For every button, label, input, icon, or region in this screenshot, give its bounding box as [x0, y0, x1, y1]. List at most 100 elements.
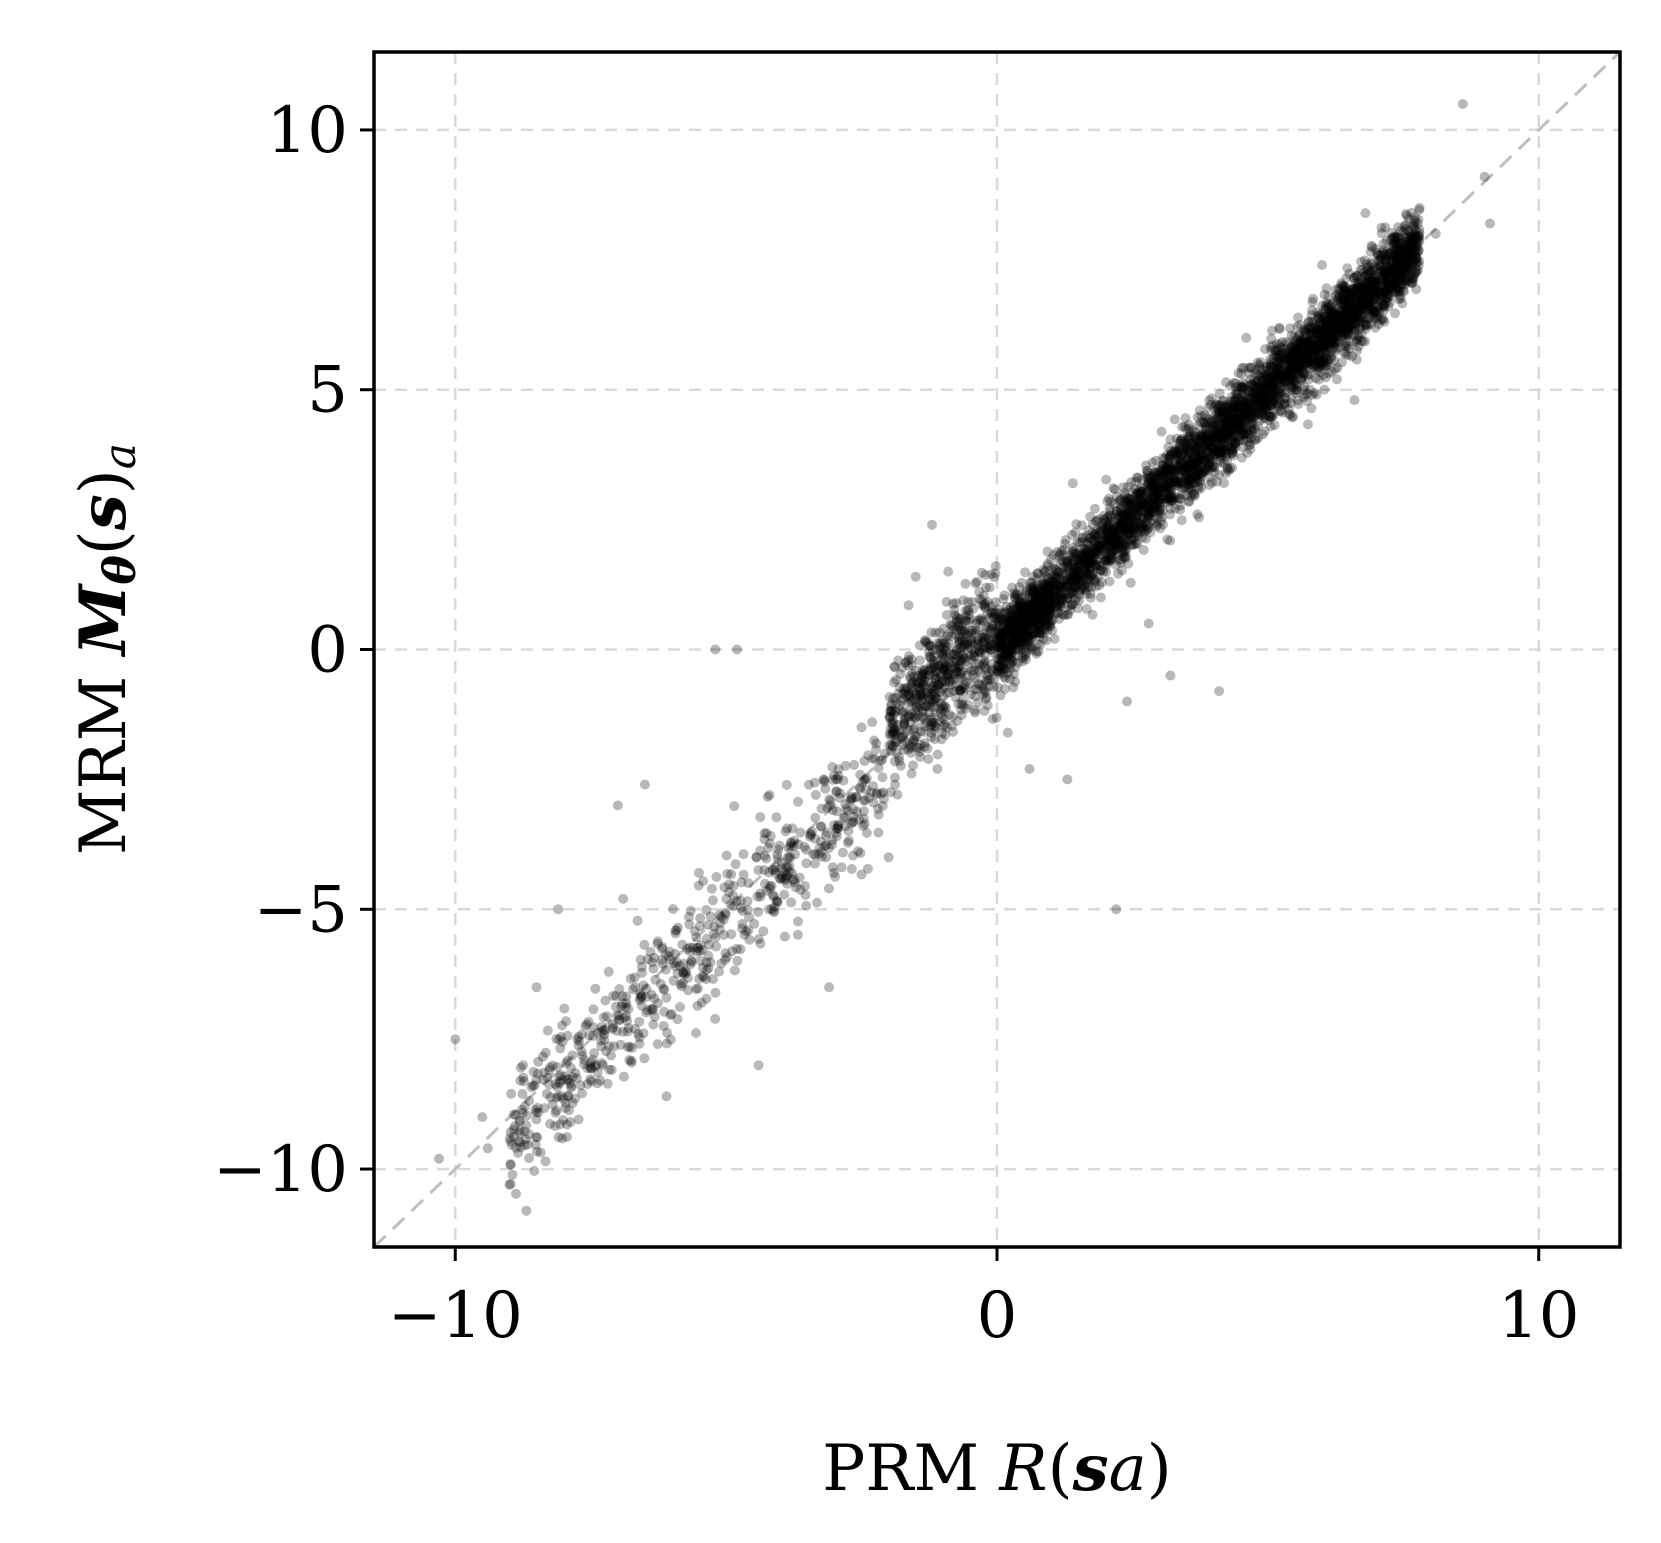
scatter-point: [963, 616, 973, 627]
scatter-point: [984, 582, 995, 593]
scatter-point: [1074, 558, 1084, 568]
scatter-point: [1371, 287, 1382, 298]
scatter-point: [653, 998, 663, 1009]
scatter-point: [1279, 398, 1290, 409]
scatter-point: [993, 661, 1004, 672]
scatter-point: [1312, 359, 1322, 369]
scatter-point: [905, 671, 915, 681]
scatter-point: [788, 841, 799, 851]
scatter-point: [1336, 357, 1347, 368]
scatter-point: [553, 1091, 564, 1102]
scatter-point: [1330, 314, 1341, 325]
scatter-point: [1305, 328, 1316, 339]
scatter-point: [1382, 268, 1393, 278]
scatter-point: [1332, 374, 1342, 385]
scatter-point: [1005, 616, 1016, 627]
scatter-point: [782, 852, 793, 863]
scatter-point: [1373, 300, 1384, 311]
scatter-point: [691, 946, 702, 957]
scatter-point: [986, 601, 996, 612]
scatter-point: [801, 858, 812, 869]
scatter-point: [903, 600, 914, 611]
scatter-point: [1363, 275, 1374, 286]
scatter-point: [677, 939, 688, 950]
scatter-point: [1411, 254, 1422, 265]
scatter-point: [1175, 453, 1186, 464]
scatter-point: [1410, 249, 1421, 259]
scatter-point: [953, 673, 963, 684]
scatter-point: [1383, 284, 1394, 295]
scatter-point: [1295, 335, 1306, 346]
scatter-point: [615, 1039, 626, 1050]
scatter-point: [1210, 415, 1221, 425]
scatter-point: [697, 971, 708, 982]
scatter-point: [1013, 617, 1024, 627]
scatter-point: [860, 774, 870, 785]
scatter-point: [1299, 328, 1310, 339]
scatter-point: [1076, 553, 1086, 564]
scatter-point: [891, 747, 902, 758]
scatter-point: [531, 982, 542, 993]
scatter-point: [582, 1079, 593, 1090]
scatter-point: [1127, 523, 1138, 534]
scatter-point: [969, 628, 980, 639]
scatter-point: [1362, 270, 1373, 281]
scatter-point: [1078, 532, 1088, 543]
scatter-point: [1330, 325, 1341, 336]
scatter-point: [1186, 455, 1197, 466]
scatter-point: [984, 667, 995, 678]
scatter-point: [1305, 384, 1315, 395]
scatter-point: [1035, 607, 1046, 618]
scatter-point: [1095, 540, 1106, 551]
scatter-point: [995, 608, 1006, 619]
scatter-point: [753, 1060, 764, 1071]
scatter-point: [1136, 518, 1147, 529]
scatter-point: [753, 865, 764, 876]
scatter-point: [705, 957, 716, 968]
scatter-point: [1262, 391, 1272, 402]
scatter-point: [1339, 286, 1350, 297]
scatter-point: [1126, 508, 1137, 519]
scatter-point: [966, 625, 977, 636]
scatter-point: [1389, 244, 1400, 255]
scatter-point: [1007, 637, 1018, 648]
scatter-point: [935, 686, 946, 697]
scatter-point: [1222, 462, 1233, 473]
scatter-point: [1169, 475, 1180, 486]
scatter-point: [1338, 295, 1349, 306]
scatter-point: [1090, 560, 1101, 570]
scatter-point: [1230, 438, 1240, 449]
scatter-point: [1064, 551, 1075, 561]
scatter-point: [1355, 303, 1366, 314]
scatter-point: [867, 717, 878, 728]
scatter-point: [592, 1078, 603, 1089]
scatter-point: [1389, 262, 1400, 272]
scatter-point: [1394, 286, 1405, 296]
scatter-point: [540, 1156, 551, 1167]
scatter-point: [787, 868, 798, 879]
scatter-point: [1173, 461, 1184, 472]
scatter-point: [1079, 555, 1090, 566]
scatter-point: [1179, 467, 1190, 477]
scatter-point: [1234, 413, 1245, 424]
scatter-point: [1341, 326, 1352, 337]
scatter-point: [1354, 301, 1365, 312]
scatter-point: [1314, 357, 1325, 368]
scatter-point: [1408, 231, 1419, 242]
scatter-point: [1288, 382, 1298, 393]
scatter-point: [1000, 626, 1011, 637]
scatter-point: [1143, 618, 1154, 629]
scatter-point: [799, 841, 810, 852]
scatter-point: [840, 760, 851, 771]
scatter-point: [1080, 544, 1091, 555]
scatter-point: [659, 1006, 670, 1017]
scatter-point: [980, 650, 991, 660]
scatter-point: [1109, 533, 1120, 544]
scatter-point: [823, 883, 834, 894]
scatter-point: [612, 800, 623, 811]
scatter-point: [1006, 641, 1017, 652]
scatter-point: [1096, 534, 1107, 545]
scatter-point: [1038, 612, 1049, 623]
scatter-point: [1078, 556, 1089, 567]
scatter-point: [1395, 251, 1406, 262]
